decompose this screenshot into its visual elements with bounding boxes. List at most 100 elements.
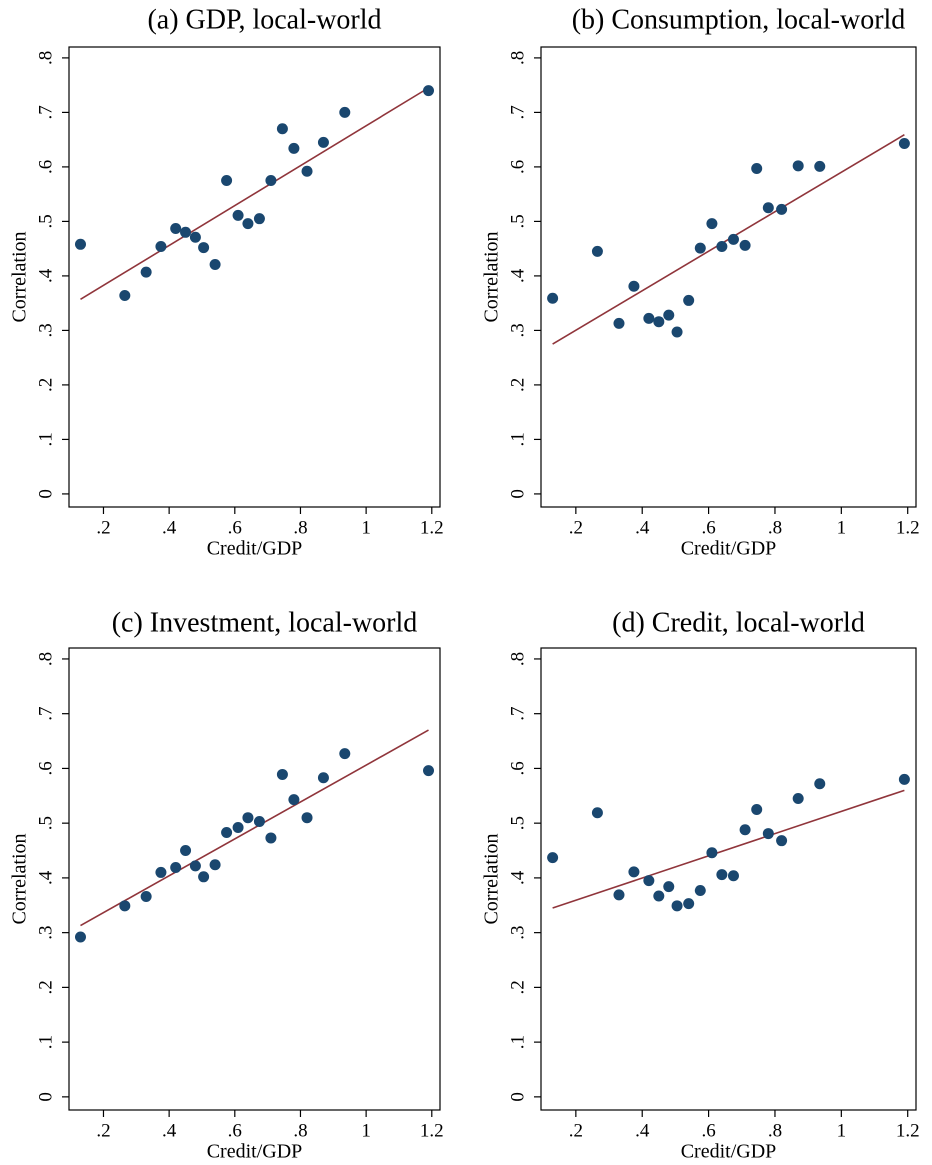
y-tick-label: .3 [35, 323, 56, 337]
y-tick-label: .7 [35, 105, 56, 119]
y-tick-label: .2 [35, 378, 56, 392]
point [751, 163, 763, 175]
point [317, 772, 329, 784]
x-tick-label: 1.2 [896, 1120, 920, 1141]
point [74, 238, 86, 250]
point [155, 240, 167, 252]
point [119, 900, 131, 912]
point [221, 175, 233, 187]
y-axis-title: Correlation [9, 833, 31, 924]
point [242, 218, 254, 230]
y-tick-label: 0 [507, 1092, 528, 1102]
x-tick-label: .2 [96, 517, 110, 538]
point [209, 859, 221, 871]
x-tick-label: .4 [635, 517, 650, 538]
point [683, 898, 695, 910]
point [663, 309, 675, 321]
point [119, 290, 131, 302]
point [276, 768, 288, 780]
y-tick-label: .3 [507, 323, 528, 337]
fit-line [80, 87, 429, 301]
point [180, 226, 192, 238]
x-axis-title: Credit/GDP [681, 1141, 777, 1163]
point [694, 242, 706, 254]
point [898, 137, 910, 149]
point [547, 852, 559, 864]
point [74, 931, 86, 943]
point [198, 871, 210, 883]
point [423, 85, 435, 97]
y-tick-label: .2 [507, 378, 528, 392]
panel-title: (c) Investment, local-world [112, 607, 418, 638]
y-tick-label: .1 [507, 432, 528, 446]
x-tick-label: 1 [361, 517, 371, 538]
x-tick-label: .6 [701, 1120, 715, 1141]
x-tick-label: .2 [569, 1120, 583, 1141]
y-tick-label: .7 [507, 105, 528, 119]
point [253, 213, 265, 225]
point [739, 824, 751, 836]
point [776, 835, 788, 847]
point [591, 807, 603, 819]
point [716, 869, 728, 881]
y-tick-label: .4 [507, 870, 528, 885]
x-tick-label: .8 [293, 517, 307, 538]
point [762, 828, 774, 840]
point [276, 123, 288, 135]
point [339, 748, 351, 760]
point [663, 881, 675, 893]
point [653, 316, 665, 328]
y-tick-label: .2 [35, 980, 56, 994]
point [671, 326, 683, 338]
y-tick-label: 0 [507, 489, 528, 499]
point [339, 106, 351, 118]
x-tick-label: 1 [837, 1120, 847, 1141]
x-axis-title: Credit/GDP [207, 1141, 303, 1163]
x-tick-label: .8 [768, 517, 782, 538]
x-tick-label: .6 [701, 517, 715, 538]
point [170, 862, 182, 874]
x-tick-label: .6 [228, 1120, 242, 1141]
panel-title: (b) Consumption, local-world [572, 4, 906, 35]
x-tick-label: .8 [768, 1120, 782, 1141]
point [288, 142, 300, 154]
x-axis-title: Credit/GDP [681, 538, 777, 560]
point [189, 231, 201, 243]
point [727, 233, 739, 245]
x-tick-label: .4 [162, 1120, 177, 1141]
x-tick-label: .4 [162, 517, 177, 538]
point [301, 812, 313, 824]
y-tick-label: .8 [35, 652, 56, 666]
point [265, 832, 277, 844]
plot-frame [68, 647, 441, 1111]
point [694, 884, 706, 896]
y-tick-label: .6 [35, 160, 56, 174]
y-tick-label: .8 [507, 51, 528, 65]
panel-title: (d) Credit, local-world [612, 607, 865, 638]
point [716, 240, 728, 252]
plot-frame [540, 46, 917, 508]
point [814, 160, 826, 172]
point [140, 266, 152, 278]
y-tick-label: .3 [507, 926, 528, 940]
y-tick-label: .5 [507, 816, 528, 830]
point [683, 294, 695, 306]
point [140, 891, 152, 903]
y-tick-label: .5 [507, 214, 528, 228]
y-tick-label: .6 [507, 761, 528, 775]
point [706, 218, 718, 230]
y-tick-label: .6 [35, 761, 56, 775]
point [180, 845, 192, 857]
point [242, 812, 254, 824]
point [591, 245, 603, 257]
x-tick-label: 1.2 [420, 517, 444, 538]
point [232, 822, 244, 834]
x-tick-label: 1 [837, 517, 847, 538]
point [643, 875, 655, 887]
y-tick-label: .4 [35, 870, 56, 885]
y-tick-label: .8 [35, 51, 56, 65]
point [301, 165, 313, 177]
point [776, 203, 788, 215]
